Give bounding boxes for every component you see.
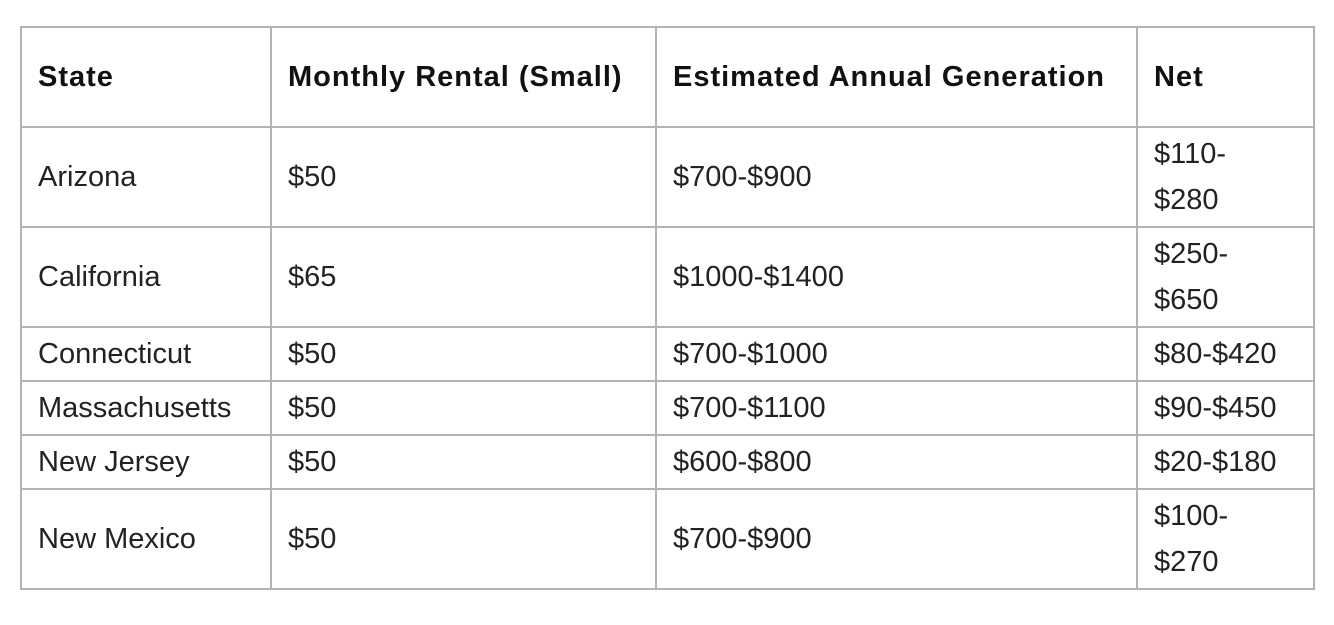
cell-rental: $50 <box>270 126 657 228</box>
cell-state: New Mexico <box>20 488 272 590</box>
cell-generation: $1000-$1400 <box>655 226 1138 328</box>
table-header-row: State Monthly Rental (Small) Estimated A… <box>20 26 1315 128</box>
header-net: Net <box>1136 26 1315 128</box>
table-row: Arizona $50 $700-$900 $110- $280 <box>20 126 1315 228</box>
cell-rental: $50 <box>270 434 657 490</box>
cell-net-line-2: $280 <box>1154 184 1219 216</box>
cell-state: Arizona <box>20 126 272 228</box>
cell-state: Connecticut <box>20 326 272 382</box>
cell-net: $100- $270 <box>1136 488 1315 590</box>
table-row: Connecticut $50 $700-$1000 $80-$420 <box>20 326 1315 382</box>
header-monthly-rental: Monthly Rental (Small) <box>270 26 657 128</box>
cell-net: $80-$420 <box>1136 326 1315 382</box>
header-estimated-generation: Estimated Annual Generation <box>655 26 1138 128</box>
cell-net-line-2: $650 <box>1154 284 1219 316</box>
cell-net: $20-$180 <box>1136 434 1315 490</box>
data-table: State Monthly Rental (Small) Estimated A… <box>20 26 1315 590</box>
cell-generation: $700-$900 <box>655 488 1138 590</box>
table-row: Massachusetts $50 $700-$1100 $90-$450 <box>20 380 1315 436</box>
header-state: State <box>20 26 272 128</box>
cell-state: Massachusetts <box>20 380 272 436</box>
cell-generation: $700-$900 <box>655 126 1138 228</box>
cell-rental: $50 <box>270 488 657 590</box>
cell-net: $90-$450 <box>1136 380 1315 436</box>
cell-net-line-2: $270 <box>1154 546 1219 578</box>
cell-rental: $50 <box>270 380 657 436</box>
table-row: New Jersey $50 $600-$800 $20-$180 <box>20 434 1315 490</box>
cell-state: New Jersey <box>20 434 272 490</box>
table-row: New Mexico $50 $700-$900 $100- $270 <box>20 488 1315 590</box>
cell-generation: $700-$1000 <box>655 326 1138 382</box>
cell-net-line-1: $100- <box>1154 500 1229 532</box>
cell-rental: $50 <box>270 326 657 382</box>
cell-net-line-1: $110- <box>1154 138 1227 170</box>
cell-net-line-1: $250- <box>1154 238 1229 270</box>
table-row: California $65 $1000-$1400 $250- $650 <box>20 226 1315 328</box>
cell-generation: $700-$1100 <box>655 380 1138 436</box>
cell-state: California <box>20 226 272 328</box>
cell-net: $250- $650 <box>1136 226 1315 328</box>
cell-net: $110- $280 <box>1136 126 1315 228</box>
cell-rental: $65 <box>270 226 657 328</box>
cell-generation: $600-$800 <box>655 434 1138 490</box>
